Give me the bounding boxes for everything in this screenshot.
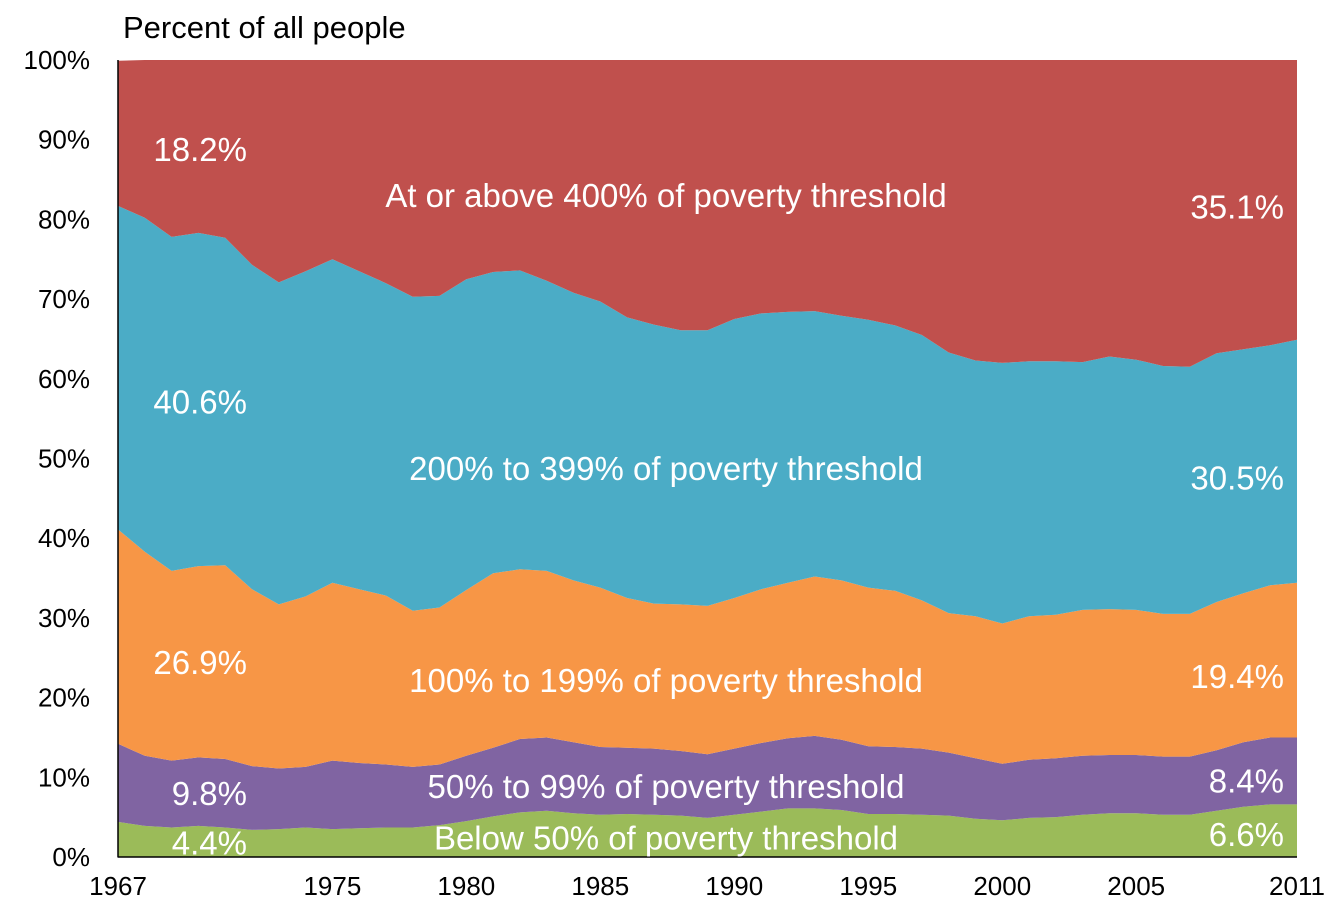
annotation-start-value: 4.4% [172, 824, 247, 861]
y-tick-label: 70% [38, 284, 90, 314]
x-tick-label: 1990 [705, 871, 763, 901]
area-200-to-399-of-poverty-threshold [118, 205, 1297, 624]
y-tick-label: 50% [38, 444, 90, 474]
x-tick-label: 1980 [437, 871, 495, 901]
x-tick-label: 1985 [571, 871, 629, 901]
x-tick-label: 1967 [89, 871, 147, 901]
annotation-series-label: At or above 400% of poverty threshold [385, 177, 946, 214]
annotation-series-label: Below 50% of poverty threshold [434, 819, 898, 856]
y-tick-label: 60% [38, 364, 90, 394]
annotation-series-label: 50% to 99% of poverty threshold [428, 768, 905, 805]
area-series-group [118, 60, 1297, 857]
annotation-series-label: 200% to 399% of poverty threshold [409, 450, 923, 487]
x-tick-labels: 1967 1975 1980 1985 1990 1995 2000 2005 2011 [89, 871, 1325, 901]
annotation-start-value: 26.9% [153, 644, 247, 681]
y-tick-label: 90% [38, 125, 90, 155]
annotation-start-value: 9.8% [172, 775, 247, 812]
y-tick-label: 40% [38, 523, 90, 553]
area-100-to-199-of-poverty-threshold [118, 529, 1297, 769]
x-tick-label: 1995 [839, 871, 897, 901]
area-below-50-of-poverty-threshold [118, 804, 1297, 857]
series-annotations: 4.4% Below 50% of poverty threshold 6.6% 9.… [153, 131, 1284, 861]
axes-group [117, 60, 1297, 858]
y-tick-label: 80% [38, 204, 90, 234]
chart-title: Percent of all people [123, 10, 406, 45]
annotation-series-label: 100% to 199% of poverty threshold [409, 662, 923, 699]
area-50-to-99-of-poverty-threshold [118, 735, 1297, 830]
y-tick-label: 0% [52, 842, 90, 872]
y-tick-labels: 0% 10% 20% 30% 40% 50% 60% 70% 80% 90% 100% [24, 45, 91, 872]
annotation-end-value: 19.4% [1190, 658, 1284, 695]
annotation-end-value: 35.1% [1190, 189, 1284, 226]
annotation-end-value: 8.4% [1209, 762, 1284, 799]
annotation-start-value: 18.2% [153, 131, 247, 168]
y-tick-label: 100% [24, 45, 91, 75]
x-tick-label: 1975 [303, 871, 361, 901]
annotation-end-value: 30.5% [1190, 460, 1284, 497]
x-tick-label: 2005 [1107, 871, 1165, 901]
annotation-end-value: 6.6% [1209, 816, 1284, 853]
y-tick-label: 10% [38, 762, 90, 792]
x-tick-label: 2000 [973, 871, 1031, 901]
annotation-start-value: 40.6% [153, 384, 247, 421]
area-at-or-above-400-of-poverty-threshold [118, 60, 1297, 367]
x-tick-label: 2011 [1269, 871, 1325, 901]
y-tick-label: 30% [38, 603, 90, 633]
y-tick-label: 20% [38, 683, 90, 713]
